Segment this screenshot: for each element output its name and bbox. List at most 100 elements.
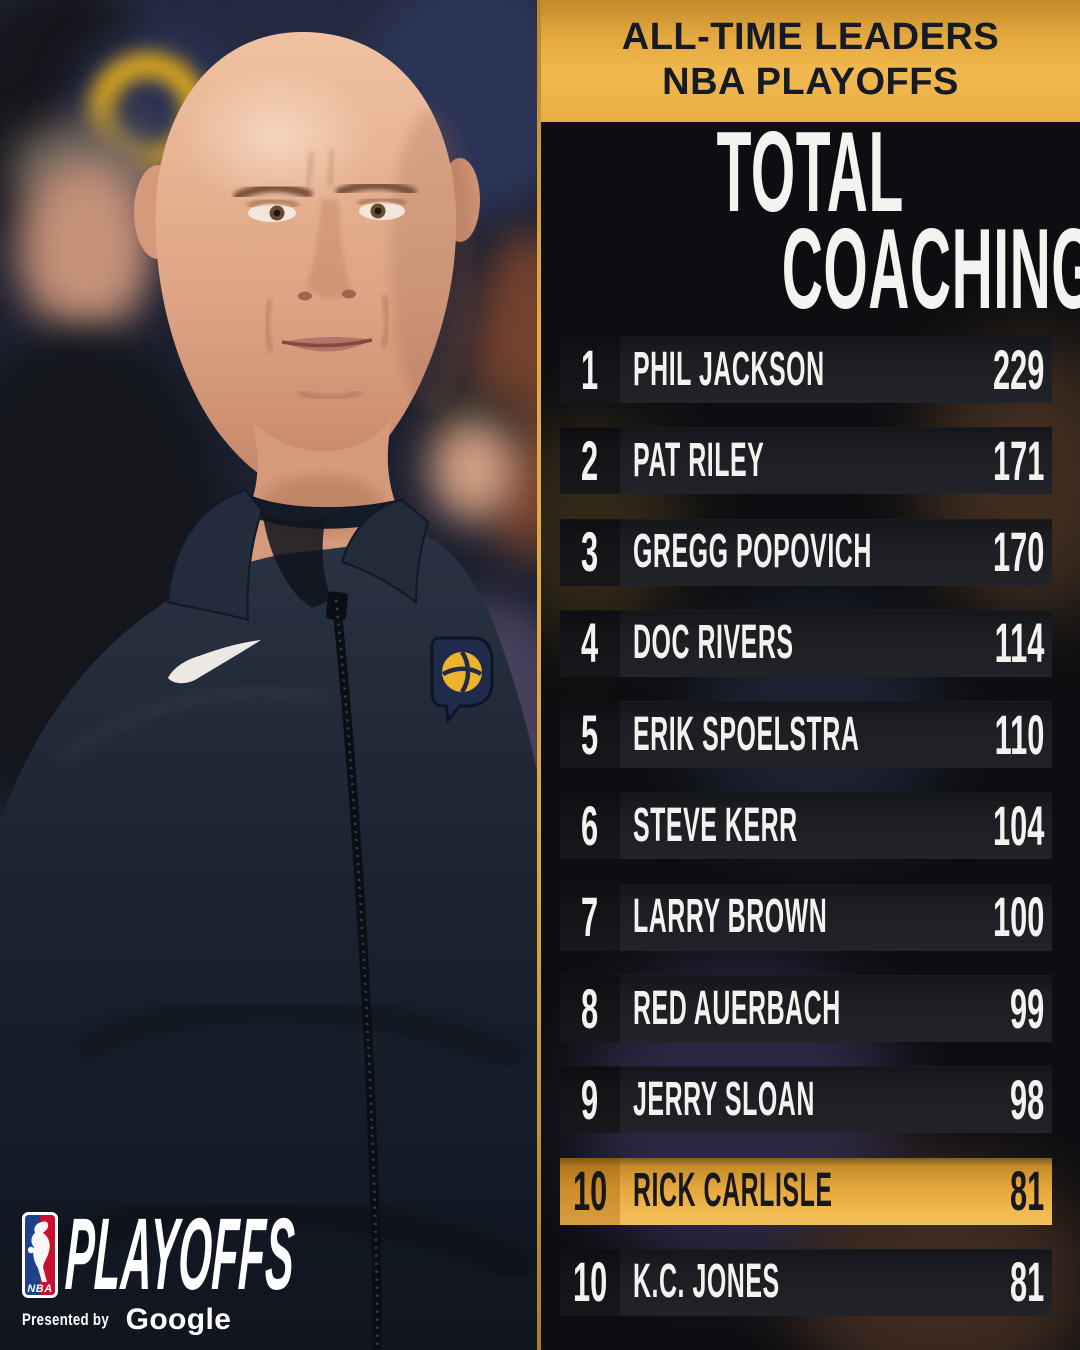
table-row: 9 JERRY SLOAN 98 <box>560 1066 1052 1134</box>
coach-cell: ERIK SPOELSTRA <box>620 701 954 768</box>
wins-value: 98 <box>1009 1067 1044 1131</box>
coach-cell: JERRY SLOAN <box>620 1066 972 1133</box>
page-title: TOTAL COACHING WINS <box>541 116 1080 327</box>
google-wordmark: Google <box>125 1303 232 1336</box>
wins-value: 100 <box>992 885 1044 949</box>
rank-value: 2 <box>581 428 599 492</box>
rank-value: 1 <box>581 337 599 401</box>
rank-cell: 3 <box>560 518 620 586</box>
table-row: 10 K.C. JONES 81 <box>560 1248 1052 1316</box>
coach-cell: RED AUERBACH <box>620 975 972 1042</box>
nba-playoffs-lockup: NBA PLAYOFFS Presented by Google <box>22 1197 537 1337</box>
wins-value: 229 <box>992 337 1044 401</box>
nba-logo: NBA <box>22 1212 58 1298</box>
rank-value: 5 <box>581 702 599 766</box>
wins-cell: 114 <box>954 610 1052 677</box>
wins-value: 99 <box>1009 976 1044 1040</box>
rank-value: 8 <box>581 976 599 1040</box>
rank-value: 4 <box>581 611 599 675</box>
rank-cell: 5 <box>560 701 620 769</box>
wins-value: 81 <box>1009 1250 1044 1314</box>
coach-name: STEVE KERR <box>633 798 798 852</box>
crowd-face-blur <box>18 160 153 335</box>
table-row: 5 ERIK SPOELSTRA 110 <box>560 701 1052 769</box>
wins-cell: 81 <box>972 1158 1052 1225</box>
zipper <box>331 599 382 1350</box>
coach-name: LARRY BROWN <box>633 890 828 944</box>
wins-cell: 229 <box>951 336 1052 403</box>
banner-line-2: NBA PLAYOFFS <box>662 61 959 103</box>
rank-cell: 2 <box>560 427 620 495</box>
rank-cell: 9 <box>560 1066 620 1134</box>
table-row: 10 RICK CARLISLE 81 <box>560 1157 1052 1225</box>
banner: ALL-TIME LEADERS NBA PLAYOFFS <box>541 0 1080 122</box>
coach-name: DOC RIVERS <box>633 616 794 670</box>
table-row: 4 DOC RIVERS 114 <box>560 609 1052 677</box>
banner-line-1: ALL-TIME LEADERS <box>621 16 1000 58</box>
coach-cell: GREGG POPOVICH <box>620 519 951 586</box>
coach-illustration <box>0 31 537 1350</box>
rank-value: 7 <box>581 885 599 949</box>
wins-cell: 100 <box>951 884 1052 951</box>
gold-divider <box>537 0 541 1350</box>
wins-value: 110 <box>994 702 1044 766</box>
wins-cell: 99 <box>972 975 1052 1042</box>
rank-cell: 1 <box>560 336 620 403</box>
rank-value: 9 <box>581 1067 599 1131</box>
coach-cell: K.C. JONES <box>620 1249 972 1316</box>
wins-value: 114 <box>994 611 1044 675</box>
wins-cell: 170 <box>951 519 1052 586</box>
crowd-face-blur <box>430 420 515 520</box>
coach-cell: PHIL JACKSON <box>620 336 951 403</box>
table-row: 6 STEVE KERR 104 <box>560 792 1052 860</box>
table-row: 7 LARRY BROWN 100 <box>560 883 1052 951</box>
wins-cell: 171 <box>951 427 1052 494</box>
table-row: 3 GREGG POPOVICH 170 <box>560 518 1052 586</box>
coach-name: RED AUERBACH <box>633 981 841 1035</box>
rank-cell: 6 <box>560 792 620 860</box>
leaders-list: 1 PHIL JACKSON 229 2 PAT RILEY 171 3 GRE… <box>560 336 1052 1316</box>
wins-cell: 81 <box>972 1249 1052 1316</box>
coach-name: RICK CARLISLE <box>633 1164 833 1218</box>
wins-value: 81 <box>1009 1159 1044 1223</box>
coach-name: K.C. JONES <box>633 1255 780 1309</box>
coach-cell: STEVE KERR <box>620 792 951 859</box>
nba-logo-wordmark: NBA <box>27 1283 52 1295</box>
leaderboard-panel: ALL-TIME LEADERS NBA PLAYOFFS TOTAL COAC… <box>541 0 1080 1350</box>
rank-value: 6 <box>581 793 599 857</box>
rank-cell: 10 <box>560 1157 620 1225</box>
rank-value: 10 <box>572 1250 608 1314</box>
nike-swoosh-icon <box>168 640 261 684</box>
jacket <box>0 530 537 1350</box>
table-row: 1 PHIL JACKSON 229 <box>560 336 1052 403</box>
wins-value: 171 <box>992 428 1044 492</box>
wins-cell: 98 <box>972 1066 1052 1133</box>
playoffs-wordmark: PLAYOFFS <box>63 1197 298 1311</box>
wins-cell: 104 <box>951 792 1052 859</box>
wins-value: 170 <box>992 520 1044 584</box>
rank-cell: 10 <box>560 1248 620 1316</box>
rank-cell: 4 <box>560 609 620 677</box>
coach-name: PHIL JACKSON <box>633 342 825 396</box>
collar <box>166 488 264 622</box>
collar <box>340 498 430 604</box>
coach-name: JERRY SLOAN <box>633 1072 815 1126</box>
coach-name: GREGG POPOVICH <box>633 525 872 579</box>
coach-name: ERIK SPOELSTRA <box>633 707 860 761</box>
presented-by-label: Presented by <box>22 1310 110 1329</box>
coach-cell: RICK CARLISLE <box>620 1158 972 1225</box>
table-row: 2 PAT RILEY 171 <box>560 427 1052 495</box>
table-row: 8 RED AUERBACH 99 <box>560 975 1052 1043</box>
coach-name: PAT RILEY <box>633 433 765 487</box>
wins-cell: 110 <box>954 701 1052 768</box>
coach-cell: LARRY BROWN <box>620 884 951 951</box>
rank-value: 10 <box>572 1159 608 1223</box>
rank-value: 3 <box>581 520 599 584</box>
coach-cell: PAT RILEY <box>620 427 951 494</box>
photo-rick-carlisle: NBA PLAYOFFS Presented by Google <box>0 0 537 1350</box>
wins-value: 104 <box>992 793 1044 857</box>
rank-cell: 8 <box>560 975 620 1043</box>
pacers-logo-icon <box>430 636 494 724</box>
rank-cell: 7 <box>560 883 620 951</box>
